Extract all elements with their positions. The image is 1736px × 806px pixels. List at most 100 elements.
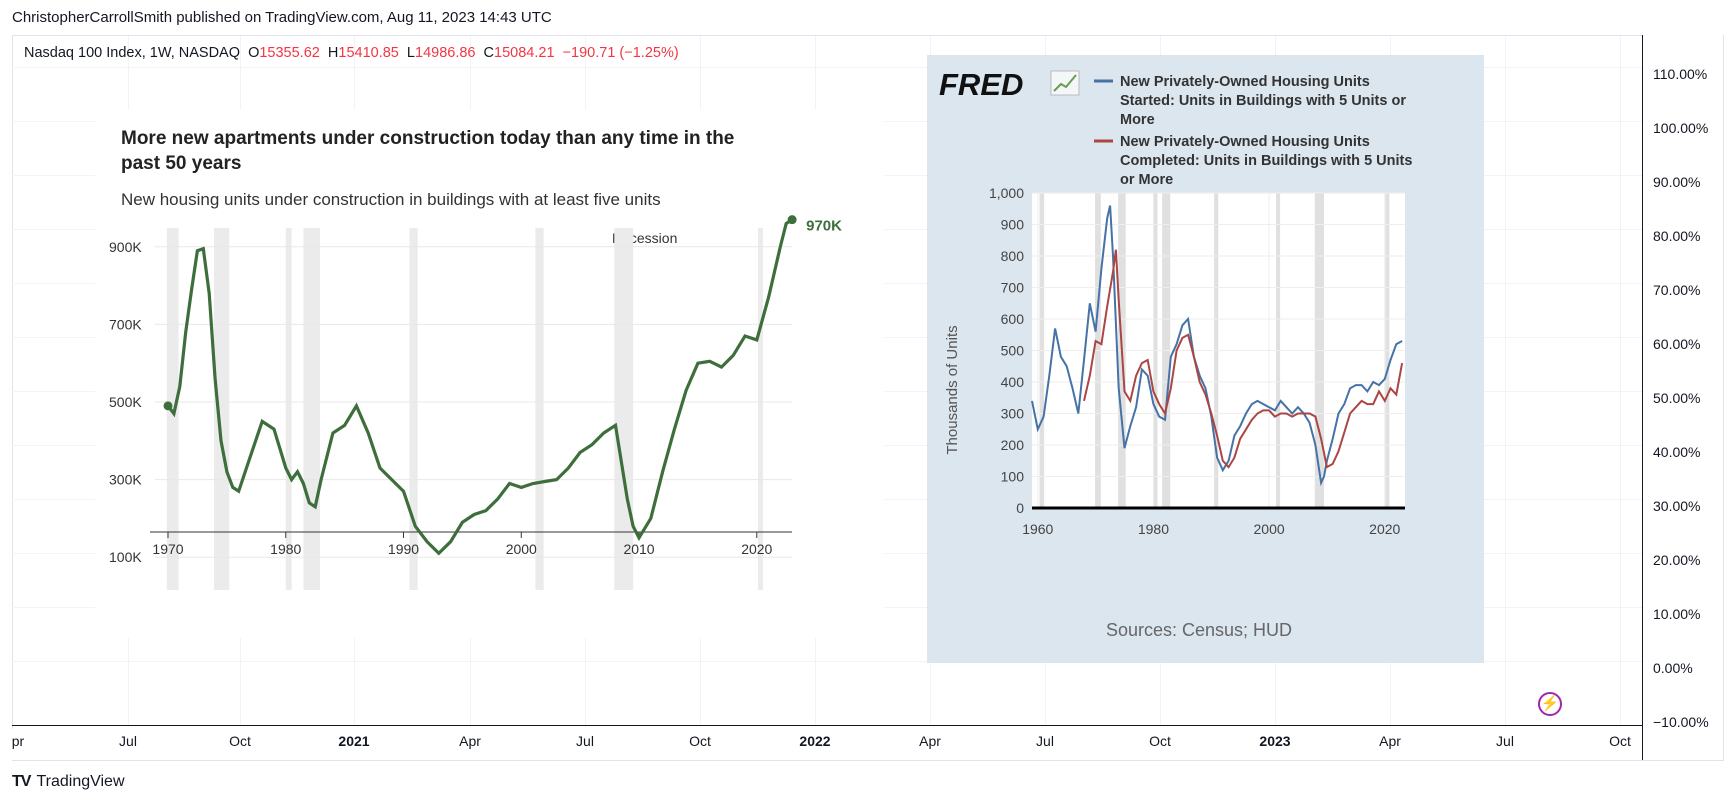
x-tick-label: 2000 xyxy=(1254,521,1285,537)
end-value-label: 970K xyxy=(806,218,842,235)
time-scale-label: Jul xyxy=(1496,733,1514,749)
price-scale-label: 80.00% xyxy=(1653,228,1701,244)
legend-started-line3: More xyxy=(1120,112,1155,128)
apartments-chart-svg: More new apartments under construction t… xyxy=(109,128,842,590)
x-tick-label: 2010 xyxy=(623,541,654,557)
price-scale-label: 100.00% xyxy=(1653,120,1709,136)
price-scale-border xyxy=(1642,35,1643,761)
time-scale-label: Apr xyxy=(1379,733,1401,749)
y-tick-label: 0 xyxy=(1016,500,1024,516)
recession-band xyxy=(303,228,320,590)
legend-started-line2: Started: Units in Buildings with 5 Units… xyxy=(1120,93,1406,109)
time-scale-label: 2023 xyxy=(1259,733,1291,749)
low-label: L xyxy=(406,45,415,61)
price-scale-label: −10.00% xyxy=(1653,714,1709,730)
series-start-point xyxy=(163,401,173,411)
grid-line xyxy=(1620,36,1621,726)
series-line-started xyxy=(1031,205,1403,487)
time-scale-label: Oct xyxy=(229,733,251,749)
price-scale-label: 20.00% xyxy=(1653,552,1701,568)
x-tick-label: 1980 xyxy=(1138,521,1169,537)
grid-line xyxy=(12,661,1642,662)
y-tick-label: 400 xyxy=(1001,374,1025,390)
y-tick-label: 700 xyxy=(1001,280,1025,296)
recession-band xyxy=(614,228,634,590)
recession-band xyxy=(285,228,292,590)
y-tick-label: 900 xyxy=(1001,217,1025,233)
chart-pane[interactable] xyxy=(12,35,1643,729)
outer-border-bottom xyxy=(12,760,1724,761)
time-scale-label: 2022 xyxy=(799,733,831,749)
series-line-completed xyxy=(1083,249,1404,469)
price-scale-label: 30.00% xyxy=(1653,498,1701,514)
fred-y-axis-title: Thousands of Units xyxy=(944,325,961,454)
recession-band xyxy=(166,228,179,590)
recession-band xyxy=(213,228,230,590)
symbol-legend[interactable]: Nasdaq 100 Index, 1W, NASDAQ O15355.62 H… xyxy=(24,45,679,61)
x-tick-label: 2000 xyxy=(506,541,537,557)
close-value: 15084.21 xyxy=(494,45,555,61)
price-scale-label: 50.00% xyxy=(1653,390,1701,406)
recession-band xyxy=(535,228,544,590)
time-scale-border xyxy=(12,725,1642,726)
price-scale-label: 110.00% xyxy=(1653,66,1708,82)
y-tick-label: 500K xyxy=(109,394,142,410)
legend-completed-line2: Completed: Units in Buildings with 5 Uni… xyxy=(1120,153,1412,169)
y-tick-label: 200 xyxy=(1001,437,1025,453)
legend-completed-line1: New Privately-Owned Housing Units xyxy=(1120,134,1370,150)
time-scale-label: Jul xyxy=(576,733,594,749)
x-tick-label: 1960 xyxy=(1022,521,1053,537)
price-scale-label: 90.00% xyxy=(1653,174,1701,190)
open-label: O xyxy=(248,45,260,61)
price-scale-label: 60.00% xyxy=(1653,336,1701,352)
time-scale-label: Oct xyxy=(689,733,711,749)
time-scale-label: Oct xyxy=(1149,733,1171,749)
fred-chart-image: FRED New Privately-Owned Housing Units S… xyxy=(927,55,1484,663)
fred-graph-icon xyxy=(1050,70,1080,96)
grid-line xyxy=(12,67,1642,68)
close-label: C xyxy=(483,45,495,61)
change-value: −190.71 (−1.25%) xyxy=(562,45,679,61)
symbol-name[interactable]: Nasdaq 100 Index, 1W, NASDAQ xyxy=(24,45,240,61)
chart-title-line1: More new apartments under construction t… xyxy=(121,128,734,149)
tradingview-logo-text: TradingView xyxy=(36,773,125,790)
price-scale-label: 0.00% xyxy=(1653,660,1693,676)
x-tick-label: 1970 xyxy=(152,541,183,557)
y-tick-label: 600 xyxy=(1001,311,1025,327)
legend-completed-line3: or More xyxy=(1120,172,1173,188)
lightning-icon[interactable]: ⚡ xyxy=(1538,692,1562,716)
time-scale-label: Apr xyxy=(459,733,481,749)
time-scale-label: 2021 xyxy=(338,733,370,749)
time-scale-label: pr xyxy=(11,733,25,749)
x-tick-label: 2020 xyxy=(1369,521,1400,537)
high-label: H xyxy=(327,45,339,61)
y-tick-label: 800 xyxy=(1001,248,1025,264)
y-tick-label: 500 xyxy=(1001,343,1025,359)
time-scale-label: Jul xyxy=(1036,733,1054,749)
tradingview-logo-mark: TV xyxy=(12,773,31,790)
series-line-units-under-construction xyxy=(166,218,793,556)
published-line: ChristopherCarrollSmith published on Tra… xyxy=(12,9,552,26)
y-tick-label: 300K xyxy=(109,472,142,488)
chart-title-line2: past 50 years xyxy=(121,153,241,174)
chart-subtitle: New housing units under construction in … xyxy=(121,190,661,209)
price-scale-label: 10.00% xyxy=(1653,606,1701,622)
y-tick-label: 1,000 xyxy=(989,185,1024,201)
tradingview-logo[interactable]: TV TradingView xyxy=(12,773,125,791)
open-value: 15355.62 xyxy=(259,45,320,61)
y-tick-label: 300 xyxy=(1001,406,1025,422)
high-value: 15410.85 xyxy=(338,45,399,61)
fred-logo: FRED xyxy=(939,67,1080,102)
fred-source-note: Sources: Census; HUD xyxy=(1106,620,1292,640)
y-tick-label: 100K xyxy=(109,549,142,565)
price-scale-label: 40.00% xyxy=(1653,444,1701,460)
legend-started-line1: New Privately-Owned Housing Units xyxy=(1120,74,1370,90)
fred-brand-text: FRED xyxy=(939,67,1023,102)
time-scale-label: Oct xyxy=(1609,733,1631,749)
recession-band xyxy=(757,228,763,590)
time-scale-label: Apr xyxy=(919,733,941,749)
series-end-point xyxy=(787,215,797,225)
outer-border-right xyxy=(1723,35,1724,761)
low-value: 14986.86 xyxy=(415,45,476,61)
y-tick-label: 700K xyxy=(109,316,142,332)
